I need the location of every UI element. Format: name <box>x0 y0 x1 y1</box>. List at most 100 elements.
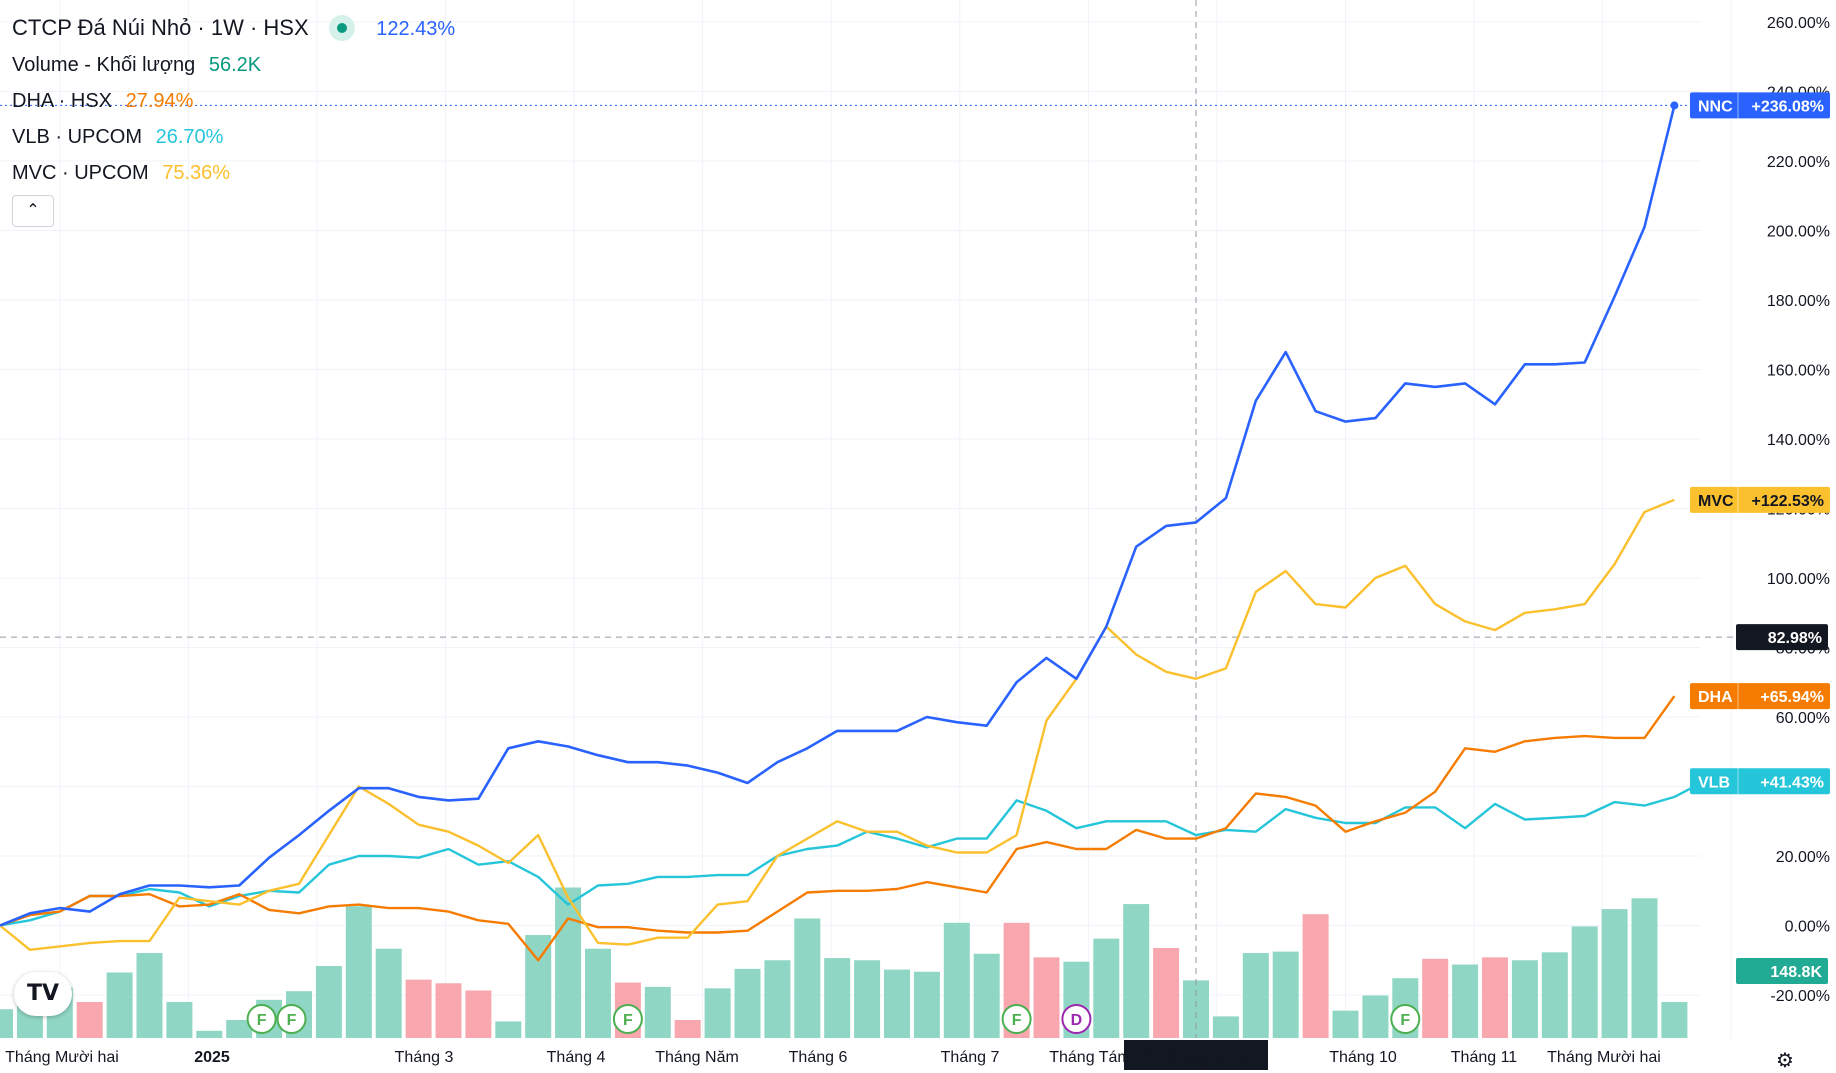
series-dha-tag-value: +65.94% <box>1760 689 1824 706</box>
event-marker-label: F <box>623 1012 633 1029</box>
x-tick-label: Tháng 4 <box>547 1049 606 1066</box>
tradingview-logo[interactable]: TV <box>14 972 72 1016</box>
volume-bar <box>973 953 1000 1038</box>
x-tick-label: Tháng 3 <box>395 1049 454 1066</box>
volume-last-tag-value: 148.8K <box>1770 964 1822 981</box>
series-line-vlb[interactable] <box>0 780 1705 927</box>
x-tick-label: Tháng 7 <box>941 1049 1000 1066</box>
legend-row-volume[interactable]: Volume - Khối lượng 56.2K <box>12 47 455 83</box>
volume-bar <box>1332 1010 1359 1038</box>
volume-bar <box>644 986 671 1038</box>
legend-value: 27.94% <box>125 90 194 112</box>
volume-bar <box>764 960 791 1038</box>
volume-bar <box>1571 926 1598 1038</box>
volume-last-tag <box>1736 958 1828 984</box>
volume-bar <box>585 948 611 1038</box>
market-status-icon <box>328 15 355 41</box>
series-line-dha[interactable] <box>0 695 1676 962</box>
collapse-legend-button[interactable]: ⌃ <box>12 195 54 227</box>
event-marker[interactable] <box>1390 1004 1421 1034</box>
legend-row-mvc[interactable]: MVC · UPCOM 75.36% <box>12 155 455 191</box>
event-marker[interactable] <box>246 1004 277 1034</box>
last-point-marker <box>1670 101 1679 110</box>
legend-label: Volume - Khối lượng <box>12 54 196 76</box>
volume-bar <box>1511 960 1538 1038</box>
legend-label: DHA · HSX <box>12 90 113 112</box>
volume-bar <box>166 1002 193 1038</box>
volume-bar <box>465 990 492 1038</box>
x-tick-label: Tháng Mười hai <box>5 1049 119 1066</box>
event-marker[interactable] <box>1061 1004 1092 1034</box>
y-tick-label: 180.00% <box>1767 293 1830 310</box>
volume-bar <box>1123 904 1150 1038</box>
volume-bar <box>884 969 910 1038</box>
y-tick-label: 60.00% <box>1776 710 1830 727</box>
volume-bar <box>136 953 163 1038</box>
x-tick-label: Tháng Năm <box>655 1049 739 1066</box>
volume-bar <box>1661 1002 1688 1038</box>
volume-bar <box>704 988 731 1038</box>
gear-icon[interactable]: ⚙ <box>1776 1050 1794 1072</box>
series-line-nnc[interactable] <box>0 105 1676 927</box>
legend-row-vlb[interactable]: VLB · UPCOM 26.70% <box>12 119 455 155</box>
volume-bar <box>1093 938 1120 1038</box>
volume-bar <box>1362 995 1389 1038</box>
event-marker[interactable] <box>1001 1004 1032 1034</box>
volume-bar <box>854 960 881 1038</box>
series-nnc-tag <box>1690 92 1830 119</box>
legend-label: VLB · UPCOM <box>12 126 143 148</box>
y-tick-label: 220.00% <box>1767 154 1830 171</box>
volume-bar <box>315 966 342 1038</box>
volume-bar <box>1272 951 1299 1038</box>
event-marker-label: F <box>1400 1012 1410 1029</box>
volume-bar <box>674 1020 701 1038</box>
volume-bar <box>824 958 851 1038</box>
series-dha-tag <box>1690 683 1830 710</box>
x-tick-label: Tháng 11 <box>1451 1049 1518 1066</box>
volume-bar <box>1601 909 1628 1038</box>
event-marker[interactable] <box>612 1004 643 1034</box>
volume-bar <box>1631 898 1658 1038</box>
volume-bar <box>1482 957 1508 1038</box>
symbol-title[interactable]: CTCP Đá Núi Nhỏ · 1W · HSX <box>12 15 309 40</box>
volume-bar <box>1242 953 1269 1038</box>
series-nnc-tag-name: NNC <box>1698 98 1733 115</box>
legend-label: MVC · UPCOM <box>12 162 149 184</box>
time-axis[interactable] <box>0 1040 1736 1070</box>
series-vlb-tag-value: +41.43% <box>1760 774 1824 791</box>
volume-bar <box>1541 952 1568 1038</box>
series-mvc-tag <box>1690 486 1830 513</box>
y-tick-label: 160.00% <box>1767 363 1830 380</box>
volume-bar <box>435 983 462 1038</box>
y-tick-label: 100.00% <box>1767 571 1830 588</box>
y-tick-label: 0.00% <box>1785 919 1830 936</box>
volume-bar <box>345 906 372 1038</box>
volume-bar <box>0 1009 13 1038</box>
legend-row-dha[interactable]: DHA · HSX 27.94% <box>12 83 455 119</box>
series-vlb-tag <box>1690 768 1830 795</box>
volume-bar <box>943 922 970 1038</box>
volume-bar <box>106 972 133 1038</box>
series-mvc-tag-name: MVC <box>1698 493 1734 510</box>
x-tick-label: Tháng Mười hai <box>1547 1049 1661 1066</box>
price-axis[interactable] <box>1736 0 1836 1070</box>
event-marker[interactable] <box>276 1004 307 1034</box>
y-tick-label: -20.00% <box>1770 988 1830 1005</box>
series-line-mvc[interactable] <box>0 498 1675 951</box>
event-marker-label: F <box>1012 1012 1022 1029</box>
volume-bar <box>525 935 552 1038</box>
x-tick-label: Tháng Tám <box>1049 1049 1131 1066</box>
volume-bar <box>734 968 761 1038</box>
x-tick-label: 2025 <box>194 1049 230 1066</box>
legend-value: 75.36% <box>162 162 231 184</box>
volume-bar <box>1212 1016 1239 1038</box>
volume-bar <box>794 918 821 1038</box>
event-marker-label: F <box>287 1012 297 1029</box>
legend-value: 26.70% <box>155 126 224 148</box>
series-dha-tag-name: DHA <box>1698 689 1733 706</box>
series-nnc-tag-value: +236.08% <box>1751 98 1824 115</box>
volume-bar <box>1183 980 1209 1038</box>
crosshair-value-tag-value: 82.98% <box>1768 630 1822 647</box>
series-mvc-tag-value: +122.53% <box>1751 493 1824 510</box>
